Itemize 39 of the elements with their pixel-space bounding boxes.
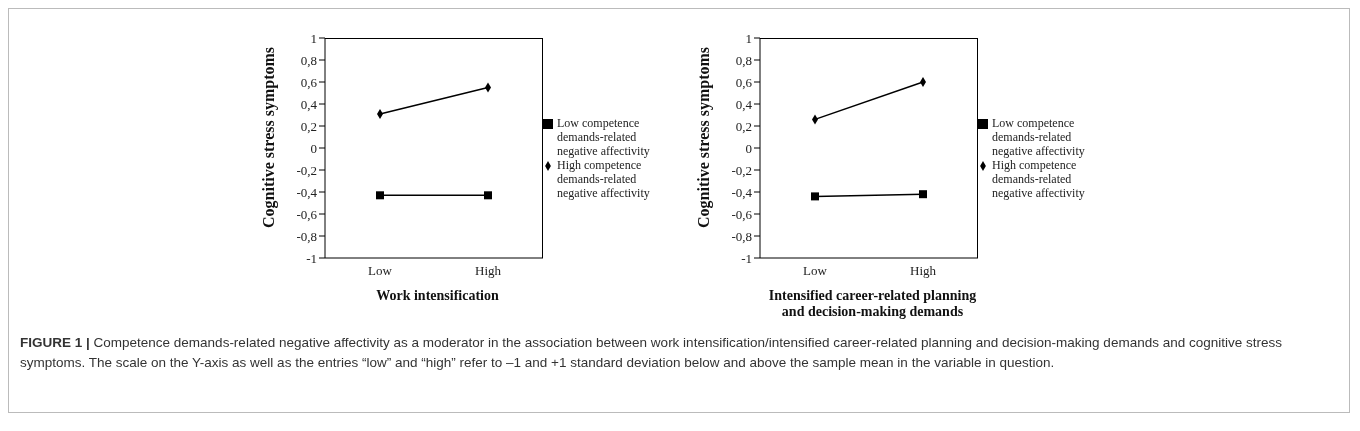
y-tick-label: -0,8 (731, 228, 752, 244)
x-tick-label: Low (803, 263, 828, 279)
x-tick-label: Low (368, 263, 393, 279)
y-tick-label: 0,4 (300, 96, 318, 112)
x-axis-title: Intensified career-related planning and decision-making demands (767, 288, 978, 320)
y-tick-label: -0,6 (296, 206, 318, 222)
x-axis-title: Work intensification (375, 288, 500, 304)
point (811, 192, 819, 201)
y-tick-label: -1 (306, 250, 317, 266)
y-tick-label: 0,4 (735, 96, 753, 112)
caption: FIGURE 1 | Competence demands-related negative affectivity as a moderator in the association between work intensification/intensified career-related planning and decision-making demands and cognitive stress symptoms. The scale on the Y-axis as well as the entries “low” and “high” refer to –1 and +1 standard deviation below and above the sample mean in the variable in question. (20, 334, 1283, 372)
legend-label: High competence demands-related negative affectivity (557, 158, 651, 200)
y-tick-label: 0,8 (300, 52, 317, 68)
y-tick-label: -0,4 (296, 184, 318, 200)
y-tick-label: 1 (745, 30, 752, 46)
point (484, 191, 492, 200)
y-tick-label: 1 (310, 30, 317, 46)
y-tick-label: -0,6 (731, 206, 753, 222)
y-tick-label: 0,8 (735, 52, 752, 68)
y-axis-title: Cognitive stress symptoms (259, 46, 278, 228)
y-tick-label: -0,4 (731, 184, 753, 200)
point (919, 190, 927, 199)
y-tick-label: -0,2 (296, 162, 317, 178)
point (376, 191, 384, 200)
y-tick-label: -0,2 (731, 162, 752, 178)
x-tick-label: High (910, 263, 937, 279)
y-tick-label: 0 (310, 140, 317, 156)
x-tick-label: High (475, 263, 502, 279)
legend-label: Low competence demands-related negative affectivity (557, 116, 651, 158)
y-tick-label: 0,6 (735, 74, 753, 90)
legend-label: High competence demands-related negative affectivity (992, 158, 1086, 200)
y-tick-label: 0,2 (735, 118, 752, 134)
legend-label: Low competence demands-related negative affectivity (992, 116, 1086, 158)
y-tick-label: 0,6 (300, 74, 318, 90)
y-tick-label: 0 (745, 140, 752, 156)
y-tick-label: -0,8 (296, 228, 317, 244)
y-tick-label: 0,2 (300, 118, 317, 134)
y-axis-title: Cognitive stress symptoms (694, 46, 713, 228)
y-tick-label: -1 (741, 250, 752, 266)
